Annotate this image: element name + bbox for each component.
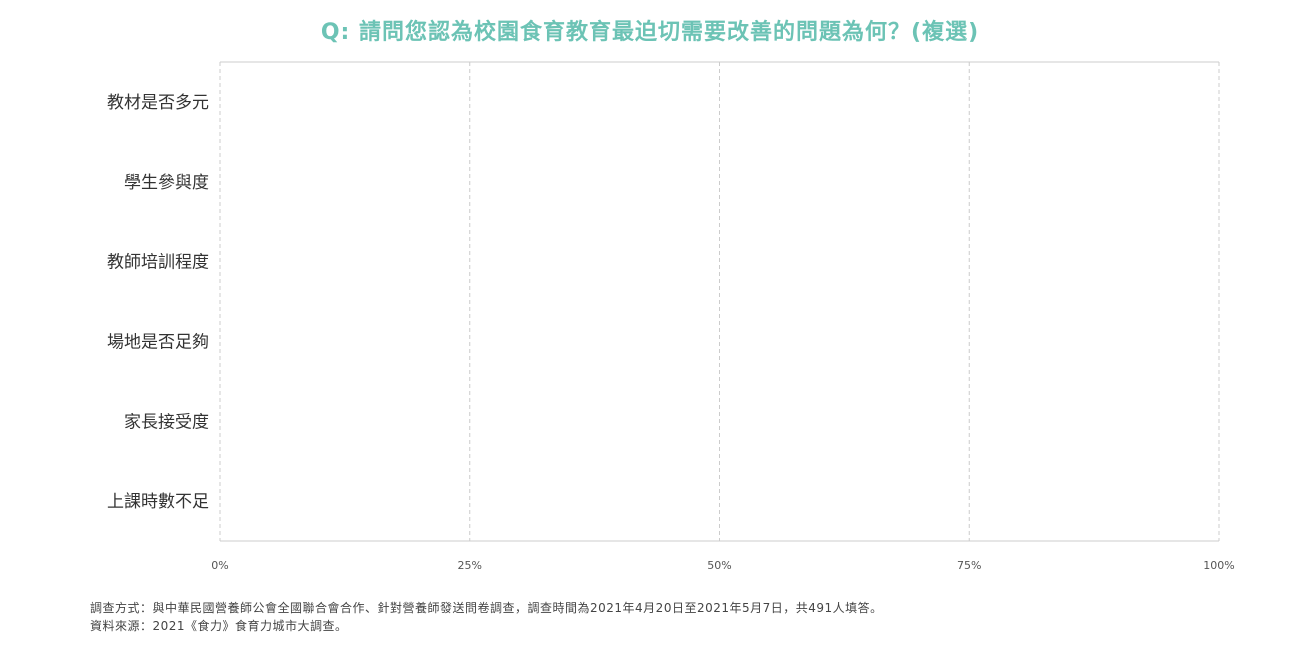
chart-title: Q: 請問您認為校園食育教育最迫切需要改善的問題為何？(複選) (320, 20, 980, 45)
category-label: 家長接受度 (124, 412, 209, 432)
x-tick-label: 100% (1203, 559, 1234, 572)
category-label: 學生參與度 (124, 173, 209, 193)
x-tick-label: 75% (957, 559, 981, 572)
footnotes: 調查方式：與中華民國營養師公會全國聯合會合作、針對營養師發送問卷調查，調查時間為… (90, 599, 883, 635)
data-source-note: 資料來源：2021《食力》食育力城市大調查。 (90, 619, 348, 633)
x-tick-label: 0% (211, 559, 228, 572)
survey-method-note: 調查方式：與中華民國營養師公會全國聯合會合作、針對營養師發送問卷調查，調查時間為… (90, 601, 883, 615)
category-label: 場地是否足夠 (107, 332, 209, 352)
category-label: 教材是否多元 (107, 93, 209, 113)
x-tick-label: 25% (458, 559, 482, 572)
category-label: 上課時數不足 (107, 492, 209, 512)
x-tick-label: 50% (707, 559, 731, 572)
category-label: 教師培訓程度 (107, 253, 209, 273)
